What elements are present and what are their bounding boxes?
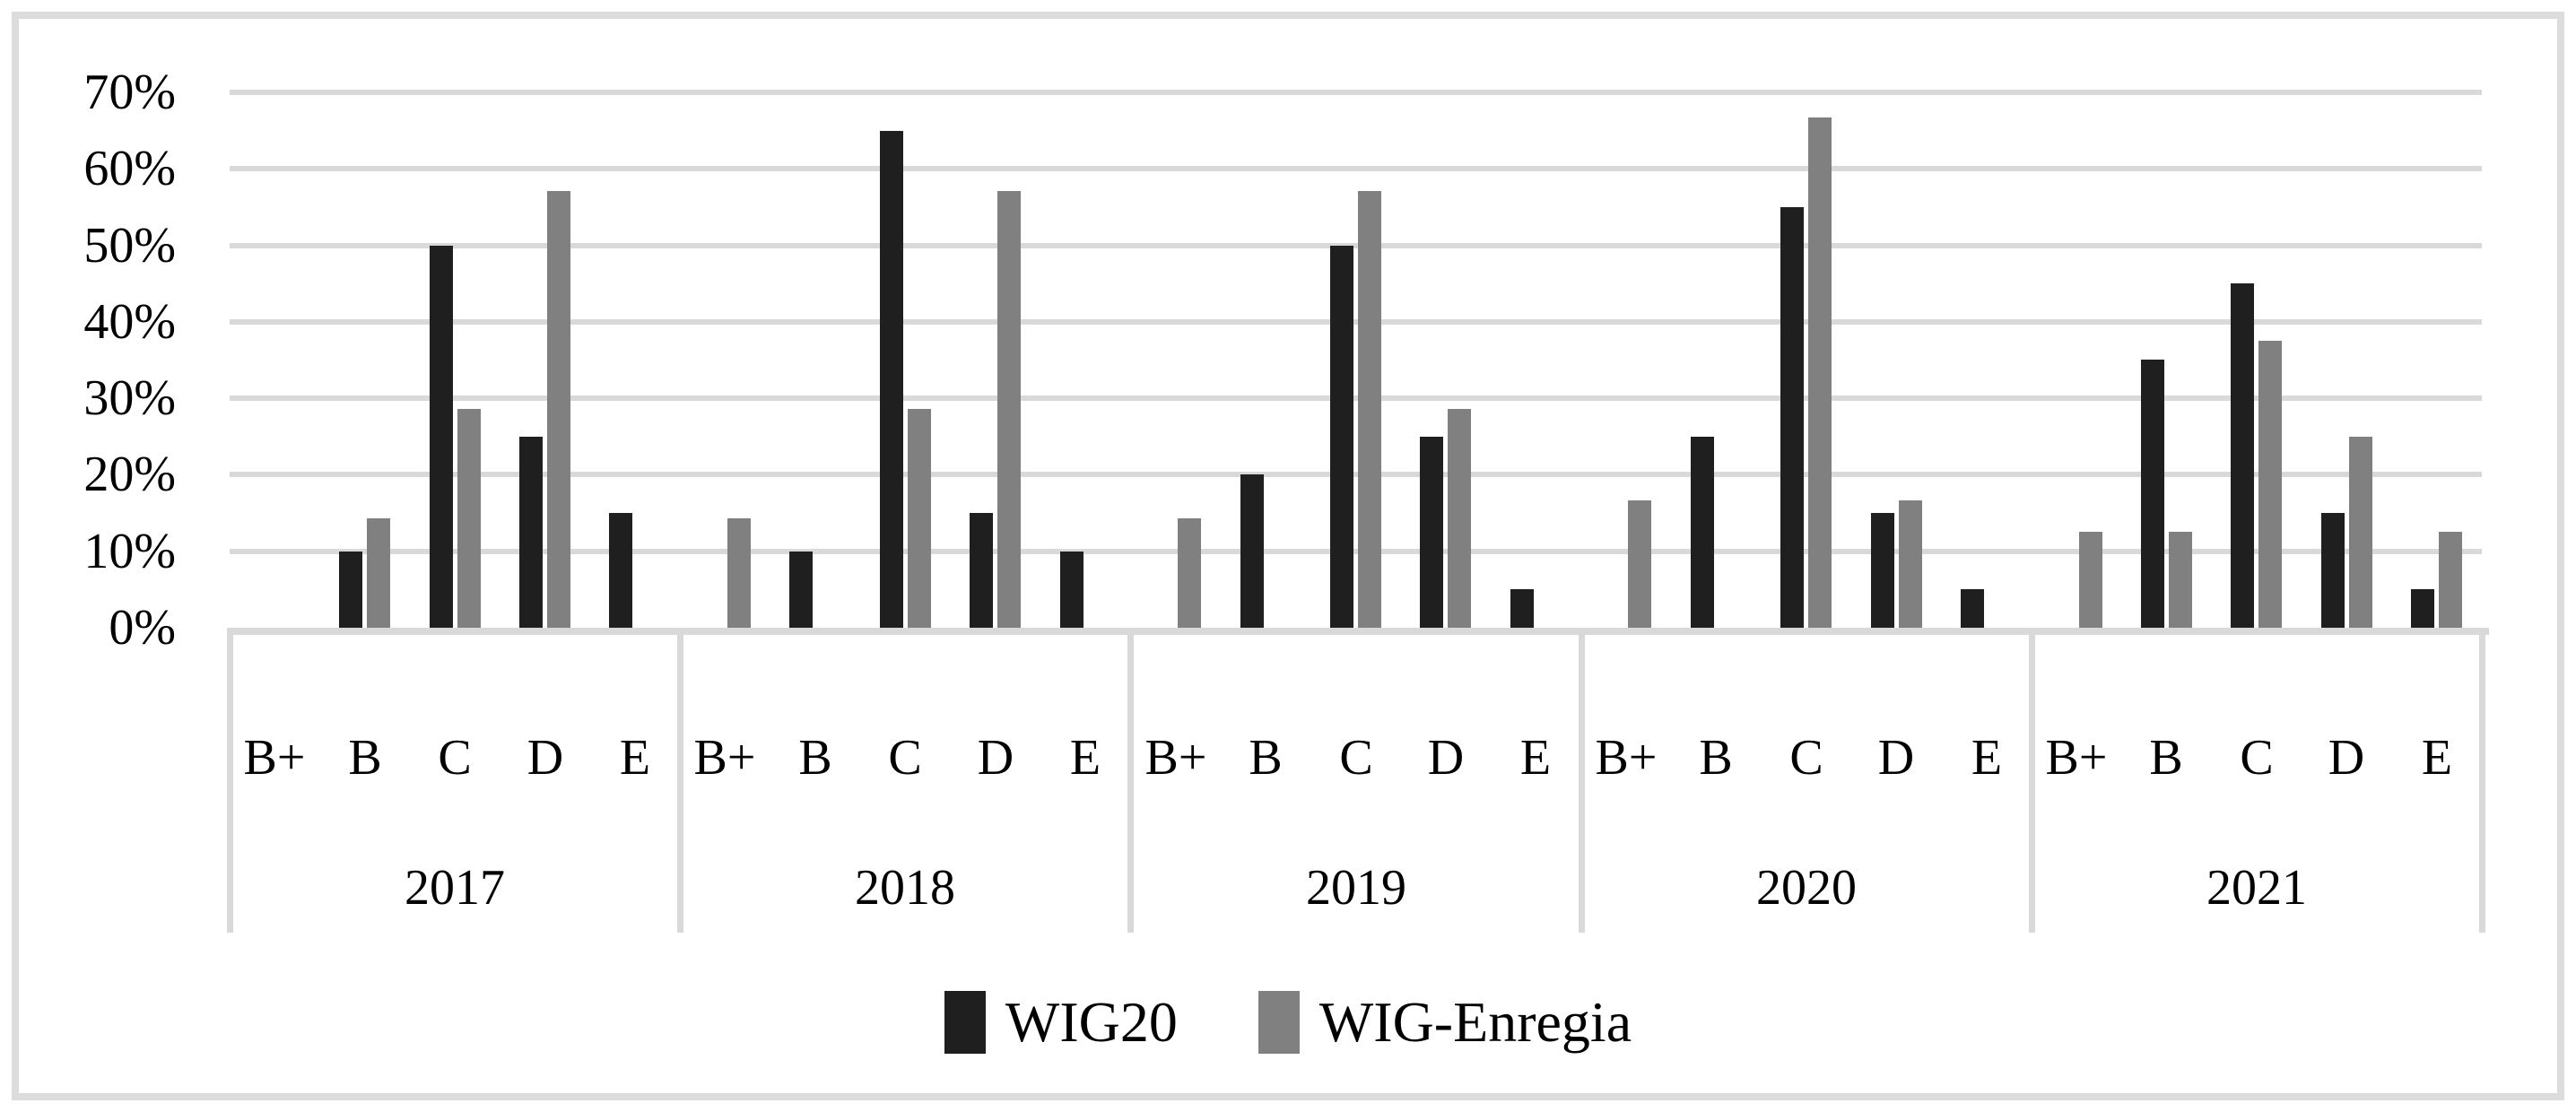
- bar-wig-enregia: [457, 409, 481, 628]
- year-axis-label: 2017: [405, 860, 505, 916]
- category-axis-label: B: [798, 730, 832, 786]
- bar-wig20: [1961, 589, 1984, 628]
- bar-wig20: [1691, 437, 1714, 628]
- bar-wig20: [880, 131, 903, 628]
- y-axis-tick-label: 10%: [83, 524, 176, 579]
- bar-wig20: [1420, 437, 1443, 628]
- category-axis-label: C: [888, 730, 922, 786]
- category-axis-label: B+: [243, 730, 306, 786]
- bar-wig-enregia: [367, 518, 390, 628]
- bar-wig20: [1330, 246, 1353, 628]
- bar-wig-enregia: [2079, 532, 2102, 628]
- bar-wig-enregia: [727, 518, 751, 628]
- group-separator-line: [1127, 628, 1134, 933]
- y-axis-tick-label: 60%: [83, 141, 176, 196]
- category-axis-label: E: [1069, 730, 1101, 786]
- category-axis-label: D: [1427, 730, 1465, 786]
- legend: WIG20 WIG-Enregia: [0, 969, 2576, 1076]
- legend-item: WIG-Enregia: [1258, 989, 1632, 1056]
- bar-wig-enregia: [2258, 341, 2282, 628]
- bar-wig20: [609, 513, 632, 628]
- y-axis-tick-label: 40%: [83, 294, 176, 350]
- category-axis-label: B: [1249, 730, 1283, 786]
- figure-border: [12, 12, 2564, 1100]
- legend-label: WIG20: [1005, 990, 1178, 1054]
- legend-swatch-wig-enregia: [1258, 991, 1300, 1054]
- bar-wig20: [789, 552, 813, 628]
- bar-wig20: [1871, 513, 1894, 628]
- bar-wig-enregia: [1808, 117, 1832, 628]
- group-separator-line: [2479, 628, 2485, 933]
- gridline: [230, 90, 2482, 95]
- category-axis-label: D: [977, 730, 1014, 786]
- gridline: [230, 472, 2482, 477]
- category-axis-label: B: [1699, 730, 1733, 786]
- y-axis-tick-label: 20%: [83, 447, 176, 502]
- group-separator-line: [677, 628, 683, 933]
- bar-wig20: [1060, 552, 1083, 628]
- category-axis-label: C: [1339, 730, 1373, 786]
- gridline: [230, 395, 2482, 401]
- bar-wig20: [1780, 207, 1804, 628]
- legend-label: WIG-Enregia: [1318, 990, 1632, 1054]
- bar-wig-enregia: [2169, 532, 2192, 628]
- bar-wig20: [339, 552, 362, 628]
- category-axis-label: B+: [2045, 730, 2108, 786]
- year-axis-label: 2018: [855, 860, 955, 916]
- category-axis-label: D: [2328, 730, 2365, 786]
- bar-wig20: [519, 437, 543, 628]
- year-axis-label: 2019: [1306, 860, 1406, 916]
- y-axis-tick-label: 70%: [83, 65, 176, 120]
- category-axis-label: B+: [1144, 730, 1207, 786]
- y-axis-tick-label: 30%: [83, 370, 176, 426]
- gridline: [230, 166, 2482, 171]
- x-axis-baseline: [230, 628, 2489, 635]
- bar-wig-enregia: [1628, 500, 1651, 628]
- y-axis-tick-label: 0%: [109, 600, 176, 656]
- bar-wig20: [2411, 589, 2434, 628]
- bar-wig20: [2231, 283, 2254, 628]
- bar-wig-enregia: [547, 191, 570, 628]
- bar-wig-enregia: [908, 409, 931, 628]
- y-axis-tick-label: 50%: [83, 218, 176, 274]
- bar-wig-enregia: [997, 191, 1021, 628]
- gridline: [230, 549, 2482, 554]
- bar-wig-enregia: [1358, 191, 1381, 628]
- legend-item: WIG20: [944, 989, 1178, 1056]
- gridline: [230, 319, 2482, 325]
- bar-wig20: [1240, 474, 1264, 628]
- bar-wig20: [1510, 589, 1534, 628]
- category-axis-label: E: [2421, 730, 2453, 786]
- year-axis-label: 2020: [1756, 860, 1857, 916]
- bar-wig-enregia: [1448, 409, 1471, 628]
- category-axis-label: B+: [1595, 730, 1658, 786]
- category-axis-label: D: [527, 730, 564, 786]
- category-axis-label: B: [348, 730, 382, 786]
- category-axis-label: B+: [693, 730, 756, 786]
- category-axis-label: D: [1877, 730, 1915, 786]
- gridline: [230, 243, 2482, 248]
- category-axis-label: E: [1971, 730, 2003, 786]
- year-axis-label: 2021: [2206, 860, 2307, 916]
- bar-wig-enregia: [1899, 500, 1922, 628]
- category-axis-label: C: [438, 730, 472, 786]
- category-axis-label: C: [2240, 730, 2274, 786]
- bar-wig-enregia: [2349, 437, 2372, 628]
- bar-wig-enregia: [2439, 532, 2462, 628]
- category-axis-label: E: [619, 730, 651, 786]
- category-axis-label: C: [1789, 730, 1823, 786]
- category-axis-label: B: [2149, 730, 2183, 786]
- bar-wig20: [2141, 360, 2164, 628]
- category-axis-label: E: [1519, 730, 1552, 786]
- group-separator-line: [1579, 628, 1585, 933]
- bar-wig20: [970, 513, 993, 628]
- bar-wig-enregia: [1178, 518, 1201, 628]
- group-separator-line: [227, 628, 233, 933]
- bar-wig20: [2321, 513, 2345, 628]
- bar-wig20: [430, 246, 453, 628]
- group-separator-line: [2029, 628, 2035, 933]
- legend-swatch-wig20: [944, 991, 986, 1054]
